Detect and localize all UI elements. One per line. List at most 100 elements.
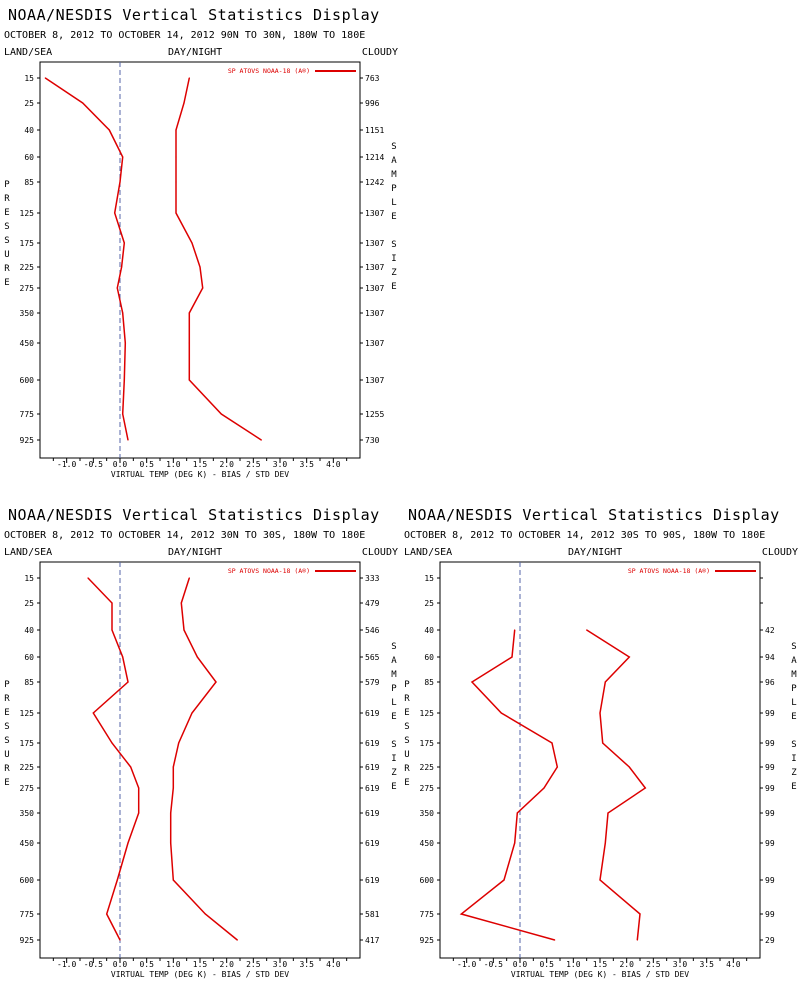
x-tick-label: 1.0 bbox=[566, 960, 581, 969]
pressure-level-label: 175 bbox=[20, 239, 35, 248]
axis-letter: A bbox=[391, 656, 397, 666]
pressure-level-label: 600 bbox=[420, 876, 435, 885]
axis-letter: S bbox=[4, 222, 10, 232]
axis-letter: M bbox=[391, 170, 397, 180]
axis-letter: L bbox=[391, 698, 397, 708]
axis-letter: L bbox=[791, 698, 797, 708]
std-dev-point bbox=[607, 812, 609, 814]
pressure-level-label: 225 bbox=[20, 263, 35, 272]
pressure-level-label: 40 bbox=[24, 126, 34, 135]
bias-point bbox=[121, 266, 123, 268]
sample-size-label: 333 bbox=[365, 574, 380, 583]
std-dev-point bbox=[196, 656, 198, 658]
bias-point bbox=[108, 129, 110, 131]
std-dev-point bbox=[175, 156, 177, 158]
x-tick-label: 2.5 bbox=[246, 960, 261, 969]
axis-letter: Z bbox=[791, 768, 797, 778]
chart-panel-90n-30n: -1.0 -0.5 0.0 0.5 1.0 1.5 2.0 2.5 3.0 3.5 4.0 VIRTU… bbox=[0, 0, 400, 500]
axis-letter: M bbox=[791, 670, 797, 680]
axis-letter: S bbox=[791, 642, 797, 652]
x-tick-label: 4.0 bbox=[326, 460, 341, 469]
sample-size-label: 546 bbox=[365, 626, 380, 635]
axis-letter: E bbox=[391, 712, 397, 722]
x-tick-label: -0.5 bbox=[84, 460, 103, 469]
pressure-level-label: 60 bbox=[24, 653, 34, 662]
bias-point bbox=[471, 681, 473, 683]
axis-letter: P bbox=[404, 680, 410, 690]
axis-letter: I bbox=[391, 754, 397, 764]
std-dev-point bbox=[602, 742, 604, 744]
axis-letter: E bbox=[4, 208, 10, 218]
sample-size-label: 29 bbox=[765, 936, 775, 945]
std-dev-point bbox=[175, 181, 177, 183]
std-dev-point bbox=[175, 129, 177, 131]
bias-point bbox=[122, 156, 124, 158]
std-dev-point bbox=[183, 102, 185, 104]
axis-letter bbox=[389, 224, 399, 238]
sample-size-label: 1307 bbox=[365, 309, 384, 318]
sample-size-label: 730 bbox=[365, 436, 380, 445]
sample-size-label: 619 bbox=[365, 763, 380, 772]
axis-letter: E bbox=[4, 778, 10, 788]
std-dev-point bbox=[639, 913, 641, 915]
axis-letter: I bbox=[791, 754, 797, 764]
pressure-level-label: 15 bbox=[424, 574, 434, 583]
sample-size-label: 619 bbox=[365, 739, 380, 748]
std-dev-point bbox=[604, 842, 606, 844]
pressure-level-label: 125 bbox=[20, 209, 35, 218]
bias-point bbox=[130, 766, 132, 768]
bias-point bbox=[554, 939, 556, 941]
sample-size-label: 99 bbox=[765, 910, 775, 919]
pressure-level-label: 25 bbox=[424, 599, 434, 608]
axis-letter: U bbox=[404, 750, 410, 760]
x-tick-label: -0.5 bbox=[84, 960, 103, 969]
pressure-level-label: 40 bbox=[24, 626, 34, 635]
sample-size-label: 763 bbox=[365, 74, 380, 83]
bias-point bbox=[111, 629, 113, 631]
std-dev-point bbox=[178, 742, 180, 744]
chart-subtitle: OCTOBER 8, 2012 TO OCTOBER 14, 2012 30S … bbox=[404, 530, 766, 541]
bias-point bbox=[516, 812, 518, 814]
x-tick-label: 1.0 bbox=[166, 960, 181, 969]
x-tick-label: 0.0 bbox=[113, 960, 128, 969]
x-tick-label: 4.0 bbox=[326, 960, 341, 969]
x-tick-label: 4.0 bbox=[726, 960, 741, 969]
axis-letter: R bbox=[4, 764, 10, 774]
sample-size-label: 42 bbox=[765, 626, 775, 635]
axis-letter: E bbox=[791, 712, 797, 722]
x-tick-label: 2.0 bbox=[219, 460, 234, 469]
bias-point bbox=[122, 656, 124, 658]
pressure-level-label: 175 bbox=[20, 739, 35, 748]
std-dev-point bbox=[191, 712, 193, 714]
std-dev-point bbox=[204, 913, 206, 915]
bias-point bbox=[123, 242, 125, 244]
pressure-level-label: 925 bbox=[20, 936, 35, 945]
axis-letter: S bbox=[391, 142, 397, 152]
bias-point bbox=[122, 312, 124, 314]
axis-letter: E bbox=[404, 708, 410, 718]
axis-letter: S bbox=[4, 236, 10, 246]
bias-point bbox=[543, 787, 545, 789]
pressure-level-label: 450 bbox=[20, 339, 35, 348]
std-dev-point bbox=[220, 413, 222, 415]
std-dev-point bbox=[636, 939, 638, 941]
axis-letter: S bbox=[4, 722, 10, 732]
bias-point bbox=[122, 413, 124, 415]
pressure-level-label: 450 bbox=[20, 839, 35, 848]
bias-point bbox=[111, 742, 113, 744]
std-dev-point bbox=[172, 879, 174, 881]
x-tick-label: 3.5 bbox=[699, 960, 714, 969]
day-night-header: DAY/NIGHT bbox=[168, 47, 223, 58]
axis-letter: I bbox=[391, 254, 397, 264]
pressure-level-label: 600 bbox=[20, 876, 35, 885]
bias-point bbox=[503, 879, 505, 881]
cloudy-header: CLOUDY bbox=[361, 547, 398, 558]
sample-size-label: 1151 bbox=[365, 126, 384, 135]
x-tick-label: 3.5 bbox=[299, 960, 314, 969]
sample-size-label: 1214 bbox=[365, 153, 384, 162]
axis-letter: E bbox=[791, 782, 797, 792]
std-dev-point bbox=[260, 439, 262, 441]
pressure-level-label: 275 bbox=[420, 784, 435, 793]
